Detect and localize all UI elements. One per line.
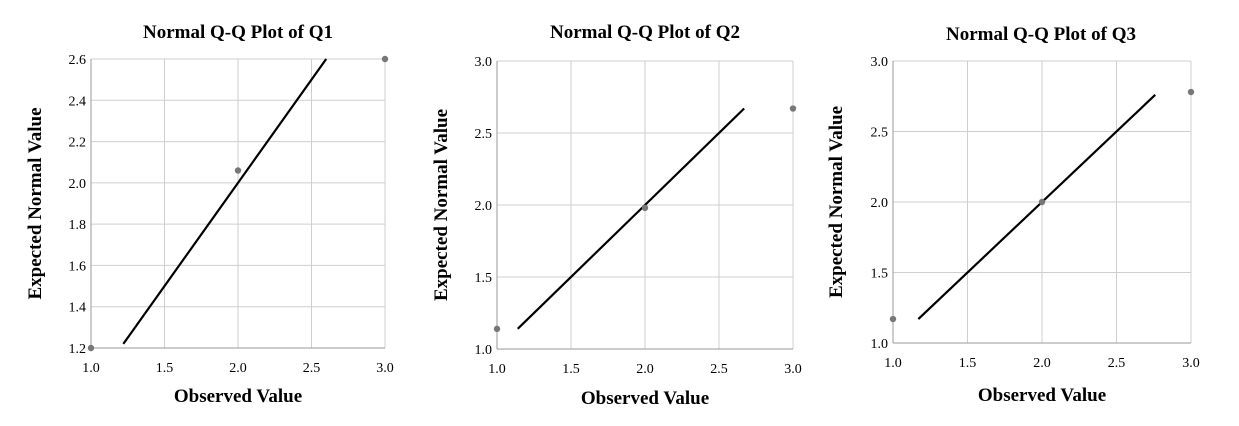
y-tick-label: 3.0 [871, 55, 889, 70]
reference-line [516, 107, 745, 330]
x-tick-label: 2.0 [229, 361, 247, 376]
y-axis-title: Expected Normal Value [25, 107, 46, 299]
data-point [381, 55, 389, 63]
data-point [493, 325, 501, 333]
data-point [641, 204, 649, 212]
y-tick-label: 2.2 [69, 136, 87, 151]
x-tick-label: 2.5 [1108, 356, 1126, 371]
data-point [234, 167, 242, 174]
y-tick-label: 2.5 [475, 127, 493, 142]
y-tick-label: 1.6 [69, 259, 87, 274]
y-tick-label: 1.8 [69, 218, 87, 233]
y-tick-label: 2.6 [69, 53, 87, 68]
x-axis-title: Observed Value [581, 388, 709, 409]
y-tick-label: 1.5 [475, 271, 493, 286]
y-tick-label: 1.0 [475, 343, 493, 358]
x-tick-label: 2.0 [1033, 356, 1051, 371]
x-tick-label: 2.5 [710, 362, 728, 377]
y-axis-title: Expected Normal Value [826, 106, 847, 298]
x-tick-label: 1.0 [488, 362, 506, 377]
x-tick-label: 3.0 [1182, 356, 1200, 371]
x-tick-label: 1.0 [82, 361, 100, 376]
data-point [87, 344, 95, 352]
y-tick-label: 2.4 [69, 94, 87, 109]
data-point [889, 315, 897, 323]
y-axis-title: Expected Normal Value [431, 109, 452, 301]
x-tick-label: 1.5 [562, 362, 580, 377]
x-tick-label: 3.0 [376, 361, 394, 376]
x-tick-label: 1.0 [884, 356, 902, 371]
qq-plot-q1: 1.0 1.5 2.0 2.5 3.0 1.2 1.4 1.6 1.8 2.0 2.2 2.4 2.6 N… [25, 22, 394, 407]
x-tick-label: 3.0 [784, 362, 802, 377]
y-tick-label: 1.0 [871, 337, 889, 352]
x-axis-title: Observed Value [174, 386, 302, 407]
chart-title: Normal Q-Q Plot of Q1 [143, 22, 333, 43]
chart-title: Normal Q-Q Plot of Q3 [946, 24, 1136, 45]
reference-line [122, 58, 328, 345]
x-axis-title: Observed Value [978, 385, 1106, 406]
y-tick-label: 1.5 [871, 267, 889, 282]
y-tick-label: 2.0 [69, 177, 87, 192]
y-tick-label: 1.4 [69, 301, 87, 316]
chart-title: Normal Q-Q Plot of Q2 [550, 22, 740, 43]
y-tick-label: 2.5 [871, 126, 889, 141]
y-tick-label: 2.0 [475, 199, 493, 214]
data-point [789, 105, 797, 112]
x-tick-label: 2.0 [636, 362, 654, 377]
data-point [1038, 198, 1046, 206]
x-tick-label: 2.5 [303, 361, 321, 376]
reference-line [917, 94, 1156, 320]
y-tick-label: 2.0 [871, 196, 889, 211]
data-point [1187, 88, 1195, 96]
y-tick-label: 1.2 [69, 342, 87, 357]
y-tick-label: 3.0 [475, 55, 493, 70]
x-tick-label: 1.5 [959, 356, 977, 371]
qq-plot-q3: 1.0 1.5 2.0 2.5 3.0 1.0 1.5 2.0 2.5 3.0 Normal Q-Q… [826, 24, 1200, 406]
x-tick-label: 1.5 [156, 361, 174, 376]
qq-plot-q2: 1.0 1.5 2.0 2.5 3.0 1.0 1.5 2.0 2.5 3.0 Normal Q-Q… [431, 22, 802, 409]
